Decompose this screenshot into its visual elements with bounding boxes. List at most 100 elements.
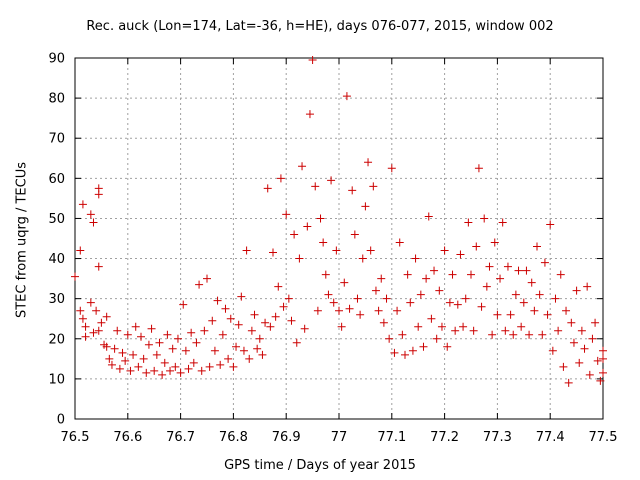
data-point <box>498 218 507 227</box>
data-point <box>81 322 90 331</box>
data-point <box>152 350 161 359</box>
data-point <box>585 370 594 379</box>
data-point <box>298 162 307 171</box>
data-point <box>356 310 365 319</box>
data-point <box>337 322 346 331</box>
y-tick-label: 30 <box>48 292 65 307</box>
data-point <box>469 326 478 335</box>
data-point <box>556 270 565 279</box>
data-point <box>432 334 441 343</box>
data-point <box>488 330 497 339</box>
data-point <box>216 360 225 369</box>
data-point <box>232 342 241 351</box>
data-point <box>203 274 211 283</box>
data-point <box>187 328 196 337</box>
data-point <box>192 338 201 347</box>
data-point <box>197 366 206 375</box>
data-point <box>253 344 262 353</box>
data-point <box>166 366 175 375</box>
data-point <box>514 266 523 275</box>
grid-lines <box>75 58 603 419</box>
x-tick-label: 77.2 <box>430 430 459 445</box>
data-point <box>422 274 431 283</box>
data-point <box>408 346 417 355</box>
data-point <box>593 356 602 365</box>
data-point <box>599 346 607 355</box>
data-point <box>282 210 291 219</box>
data-point <box>176 368 185 377</box>
data-point <box>324 290 333 299</box>
data-point <box>398 330 407 339</box>
x-axis-ticks: 76.5 76.6 76.7 76.8 76.9 77 77.1 77.2 77.3 77.4 77… <box>61 58 617 445</box>
data-point <box>137 332 145 341</box>
data-point <box>94 326 103 335</box>
data-point <box>224 354 233 363</box>
data-point <box>583 282 592 291</box>
data-point <box>474 164 483 173</box>
x-tick-label: 76.8 <box>219 430 248 445</box>
data-point <box>129 350 138 359</box>
data-point <box>414 322 423 331</box>
data-point <box>393 306 402 315</box>
data-point <box>118 348 127 357</box>
data-point <box>229 362 238 371</box>
data-point <box>443 342 452 351</box>
data-point <box>266 322 275 331</box>
data-point <box>551 294 560 303</box>
x-tick-label: 77.4 <box>536 430 565 445</box>
data-point <box>213 296 222 305</box>
data-point <box>316 214 325 223</box>
data-point <box>160 358 169 367</box>
data-point <box>530 306 539 315</box>
data-point <box>144 340 153 349</box>
data-point <box>81 332 90 341</box>
data-point <box>506 310 515 319</box>
data-point <box>411 254 420 263</box>
y-tick-label: 80 <box>48 92 65 107</box>
data-point <box>538 330 547 339</box>
data-point <box>126 366 135 375</box>
data-point <box>546 220 555 229</box>
data-point <box>290 230 299 239</box>
data-point <box>239 346 248 355</box>
data-point <box>342 92 351 101</box>
data-point <box>245 354 254 363</box>
data-point <box>435 286 444 295</box>
data-point <box>348 186 357 195</box>
x-tick-label: 76.9 <box>272 430 301 445</box>
data-point <box>200 326 209 335</box>
data-point <box>274 282 283 291</box>
data-point <box>403 270 412 279</box>
data-point <box>205 362 214 371</box>
data-point <box>572 286 581 295</box>
data-point <box>527 278 536 287</box>
data-point <box>345 304 354 313</box>
data-point <box>139 354 148 363</box>
data-point <box>358 254 367 263</box>
data-point <box>195 280 204 289</box>
data-point <box>371 286 380 295</box>
y-tick-label: 60 <box>48 172 65 187</box>
data-point <box>221 304 230 313</box>
data-point <box>416 290 425 299</box>
data-point <box>78 314 87 323</box>
data-point <box>86 210 95 219</box>
data-point <box>284 294 293 303</box>
data-point <box>472 242 481 251</box>
data-point <box>361 202 370 211</box>
y-tick-label: 0 <box>57 413 65 428</box>
data-point <box>234 320 243 329</box>
data-point <box>142 368 151 377</box>
x-tick-label: 76.5 <box>61 430 90 445</box>
data-point <box>493 310 502 319</box>
data-point <box>208 316 217 325</box>
y-tick-label: 70 <box>48 132 65 147</box>
data-point <box>535 290 544 299</box>
data-point <box>303 222 312 231</box>
data-point <box>292 338 301 347</box>
data-point <box>173 334 182 343</box>
data-point <box>329 298 338 307</box>
data-point <box>501 326 510 335</box>
data-point <box>374 306 383 315</box>
